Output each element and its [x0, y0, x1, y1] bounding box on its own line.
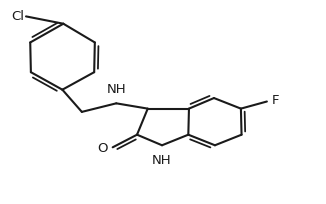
- Text: NH: NH: [152, 154, 172, 167]
- Text: NH: NH: [107, 83, 126, 96]
- Text: O: O: [97, 141, 108, 154]
- Text: F: F: [272, 93, 279, 106]
- Text: Cl: Cl: [11, 10, 24, 23]
